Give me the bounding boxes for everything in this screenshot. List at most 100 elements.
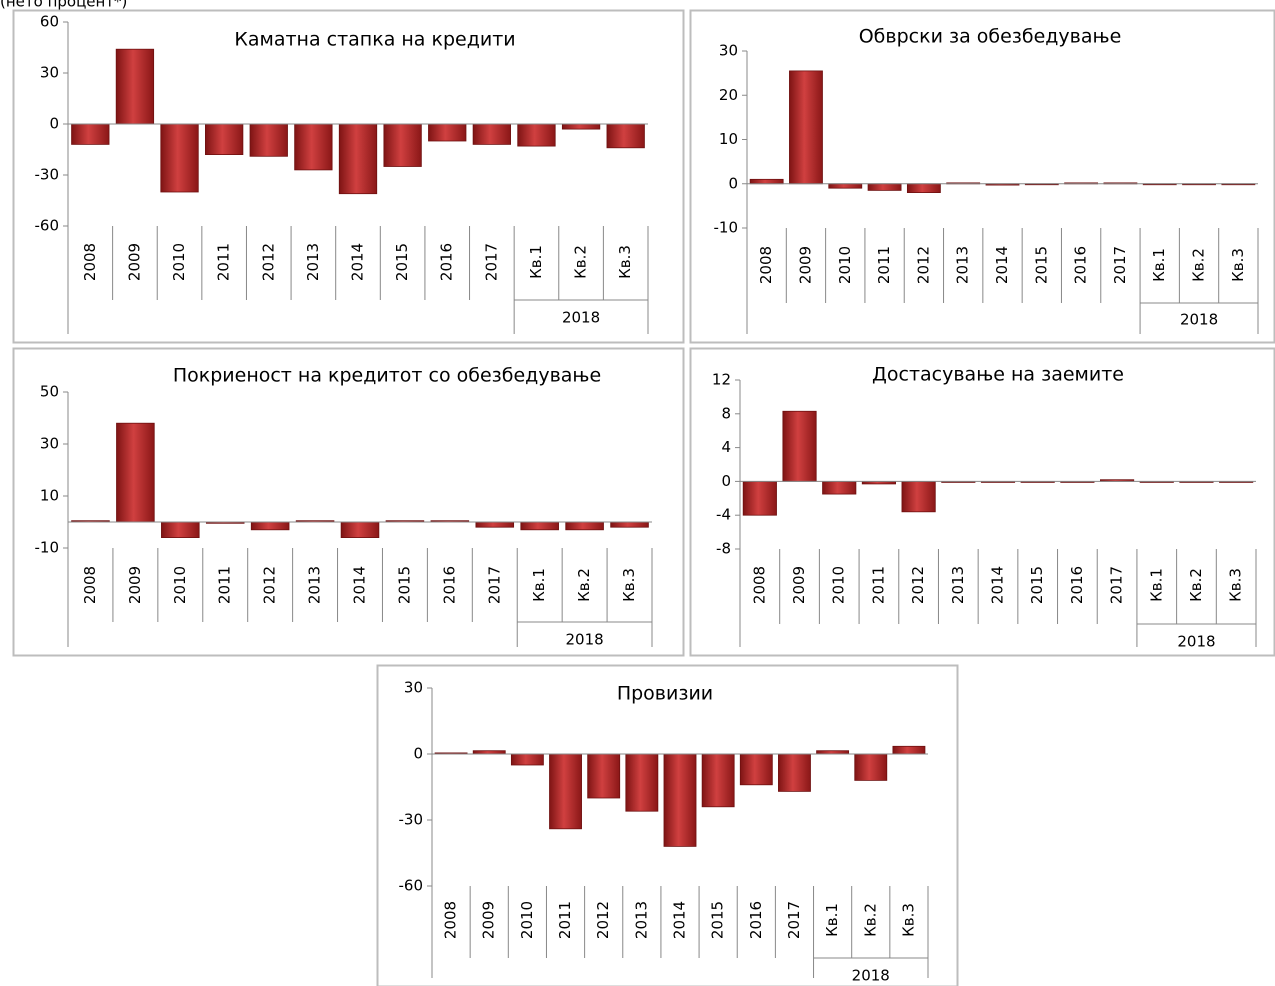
bar (739, 753, 773, 786)
chart-frame (689, 347, 1275, 657)
x-tick-label: 2010 (171, 566, 189, 604)
bar (906, 183, 941, 193)
x-tick-label: 2009 (480, 901, 498, 939)
x-tick-label: Кв.3 (620, 568, 638, 602)
group-label: 2018 (562, 309, 600, 327)
x-tick-label: Кв.1 (1150, 248, 1168, 282)
x-tick-label: 2014 (989, 566, 1007, 604)
x-tick-label: 2017 (482, 243, 500, 281)
group-label: 2018 (1177, 633, 1215, 651)
bar (340, 521, 380, 539)
bar (742, 480, 777, 516)
x-tick-label: 2012 (261, 566, 279, 604)
x-tick-label: 2015 (709, 901, 727, 939)
x-tick-label: Кв.3 (1227, 568, 1245, 602)
x-tick-label: 2009 (126, 566, 144, 604)
y-tick-label: 8 (721, 404, 731, 422)
y-tick-label: 10 (719, 130, 738, 148)
y-tick-label: -60 (399, 877, 424, 895)
bar (749, 178, 784, 185)
bar (610, 521, 649, 528)
x-tick-label: 2012 (259, 243, 277, 281)
x-tick-label: Кв.2 (575, 568, 593, 602)
x-tick-label: 2016 (1068, 566, 1086, 604)
x-tick-label: 2013 (306, 566, 324, 604)
x-tick-label: 2013 (949, 566, 967, 604)
x-tick-label: 2011 (215, 243, 233, 281)
y-tick-label: 50 (40, 383, 59, 401)
x-tick-label: 2016 (438, 243, 456, 281)
bar (161, 521, 200, 539)
bar (116, 422, 155, 523)
x-tick-label: 2017 (785, 901, 803, 939)
chart-frame (376, 664, 959, 986)
x-tick-label: 2016 (747, 901, 765, 939)
y-tick-label: 20 (719, 86, 738, 104)
y-tick-label: 12 (712, 371, 731, 389)
caption: (нето процент*) (0, 0, 127, 11)
y-tick-label: 0 (728, 174, 738, 192)
y-tick-label: 30 (40, 64, 59, 82)
bar (250, 521, 290, 531)
x-tick-label: 2008 (750, 566, 768, 604)
x-tick-label: Кв.3 (899, 903, 917, 937)
bar (517, 123, 556, 147)
chart-title: Каматна стапка на кредити (234, 29, 515, 51)
bar (71, 123, 110, 145)
group-label: 2018 (1180, 311, 1218, 329)
bar (828, 183, 863, 189)
x-tick-label: 2009 (125, 243, 143, 281)
x-tick-label: Кв.3 (1229, 248, 1247, 282)
y-tick-label: 0 (49, 115, 59, 133)
x-tick-label: 2009 (796, 246, 814, 284)
x-tick-label: Кв.2 (1190, 248, 1208, 282)
bar (606, 123, 645, 149)
x-tick-label: 2013 (632, 901, 650, 939)
x-tick-label: 2012 (909, 566, 927, 604)
x-tick-label: Кв.2 (861, 903, 879, 937)
x-tick-label: 2008 (442, 901, 460, 939)
bar (475, 521, 515, 528)
x-tick-label: 2011 (875, 246, 893, 284)
bar (510, 753, 544, 766)
y-tick-label: 0 (413, 745, 423, 763)
chart-title: Покриеност на кредитот со обезбедување (173, 365, 601, 387)
x-tick-label: 2011 (869, 566, 887, 604)
bar (854, 753, 888, 781)
y-tick-label: 30 (719, 42, 738, 60)
y-tick-label: 30 (404, 679, 423, 697)
x-tick-label: Кв.3 (616, 245, 634, 279)
chart-title: Обврски за обезбедување (859, 26, 1122, 48)
y-tick-label: 10 (40, 487, 59, 505)
x-tick-label: 2009 (790, 566, 808, 604)
x-tick-label: 2014 (349, 243, 367, 281)
bar (565, 521, 604, 531)
chart-frame (12, 9, 685, 344)
x-tick-label: 2017 (485, 566, 503, 604)
x-tick-label: 2015 (395, 566, 413, 604)
bar (428, 123, 467, 142)
x-tick-label: 2010 (836, 246, 854, 284)
y-tick-label: 60 (40, 13, 59, 31)
bar (778, 753, 811, 792)
bar (867, 183, 902, 191)
bar (782, 410, 817, 482)
bar (160, 123, 199, 193)
y-tick-label: -10 (714, 219, 739, 237)
bar (587, 753, 621, 799)
x-tick-label: 2008 (757, 246, 775, 284)
x-tick-label: 2012 (594, 901, 612, 939)
x-tick-label: 2017 (1108, 566, 1126, 604)
y-tick-label: -30 (399, 811, 424, 829)
bar (625, 753, 659, 812)
bar (294, 123, 333, 171)
bar (549, 753, 582, 830)
bar (520, 521, 559, 531)
x-tick-label: Кв.1 (527, 245, 545, 279)
x-tick-label: 2015 (393, 243, 411, 281)
y-tick-label: -30 (35, 166, 60, 184)
x-tick-label: 2012 (914, 246, 932, 284)
x-tick-label: 2011 (216, 566, 234, 604)
y-tick-label: -4 (716, 506, 731, 524)
